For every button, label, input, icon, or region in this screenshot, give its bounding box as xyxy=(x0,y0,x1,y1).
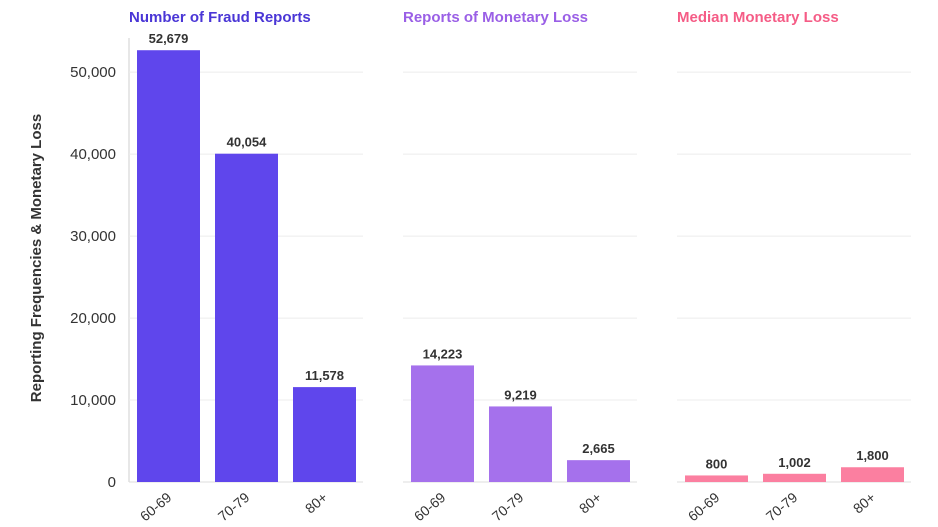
y-tick-label: 10,000 xyxy=(70,392,116,409)
panel-title: Reports of Monetary Loss xyxy=(403,9,588,26)
x-tick-label: 70-79 xyxy=(215,489,253,524)
bar xyxy=(763,473,826,482)
x-tick-label: 60-69 xyxy=(685,489,723,524)
bar xyxy=(841,467,904,482)
y-axis-label: Reporting Frequencies & Monetary Loss xyxy=(28,114,45,402)
bar xyxy=(215,153,278,482)
x-tick-label: 80+ xyxy=(576,489,604,517)
data-label: 1,002 xyxy=(778,455,811,470)
bar xyxy=(685,475,748,482)
data-label: 40,054 xyxy=(227,135,268,150)
x-tick-label: 80+ xyxy=(302,489,330,517)
data-label: 9,219 xyxy=(504,387,537,402)
data-label: 52,679 xyxy=(149,31,189,46)
y-tick-label: 40,000 xyxy=(70,146,116,163)
x-tick-label: 80+ xyxy=(850,489,878,517)
bar xyxy=(293,387,356,482)
panel-title: Median Monetary Loss xyxy=(677,9,839,26)
x-tick-label: 70-79 xyxy=(763,489,801,524)
y-tick-label: 0 xyxy=(108,474,116,491)
data-label: 14,223 xyxy=(423,346,463,361)
data-label: 1,800 xyxy=(856,448,889,463)
bar xyxy=(137,50,200,483)
data-label: 11,578 xyxy=(305,368,344,383)
data-label: 800 xyxy=(706,456,728,471)
bar xyxy=(567,460,630,482)
y-tick-label: 30,000 xyxy=(70,228,116,245)
x-tick-label: 70-79 xyxy=(489,489,527,524)
bar xyxy=(411,365,474,482)
y-tick-label: 50,000 xyxy=(70,64,116,81)
y-tick-label: 20,000 xyxy=(70,310,116,327)
x-tick-label: 60-69 xyxy=(411,489,449,524)
panel-title: Number of Fraud Reports xyxy=(129,9,311,26)
data-label: 2,665 xyxy=(582,441,615,456)
bar xyxy=(489,406,552,482)
x-tick-label: 60-69 xyxy=(137,489,175,524)
